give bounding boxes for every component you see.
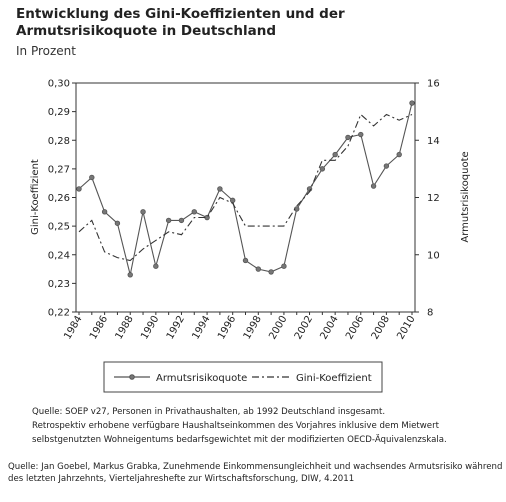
data-point-armutsrisikoquote — [332, 151, 338, 158]
data-point-armutsrisikoquote — [101, 209, 108, 215]
note-line-source: Quelle: SOEP v27, Personen in Privathaus… — [32, 407, 386, 417]
series-line-gini — [78, 113, 413, 262]
chart-notes: Quelle: SOEP v27, Personen in Privathaus… — [32, 405, 502, 447]
data-point-armutsrisikoquote — [217, 186, 223, 192]
chart-subtitle: In Prozent — [16, 44, 76, 58]
data-point-armutsrisikoquote — [229, 197, 236, 204]
x-axis: 1984 1986 1988 1990 1992 1994 1996 1998 2000 2002… — [62, 312, 418, 342]
left-tick-label: 0,28 — [48, 136, 70, 147]
legend: Armutsrisikoquote Gini-Koeffizient — [103, 361, 383, 393]
data-point-armutsrisikoquote — [191, 209, 197, 215]
x-tick-label: 1990 — [139, 314, 161, 342]
source-citation: Quelle: Jan Goebel, Markus Grabka, Zuneh… — [8, 462, 503, 484]
x-tick-label: 2006 — [344, 314, 366, 342]
x-tick-label: 1992 — [165, 314, 187, 342]
data-point-armutsrisikoquote — [127, 272, 133, 278]
left-tick-label: 0,25 — [48, 222, 70, 233]
data-point-armutsrisikoquote — [153, 263, 159, 269]
left-tick-label: 0,26 — [48, 193, 70, 204]
x-tick-label: 1994 — [190, 314, 212, 342]
data-point-armutsrisikoquote — [370, 183, 377, 189]
legend-label-gini: Gini-Koeffizient — [296, 373, 372, 384]
legend-label-armut: Armutsrisikoquote — [156, 373, 247, 384]
right-axis-label: Armutsrisikoquote — [460, 151, 471, 242]
left-tick-label: 0,29 — [48, 107, 70, 118]
x-tick-label: 1988 — [114, 314, 136, 342]
x-tick-label: 1998 — [242, 314, 264, 342]
left-axis: 0,22 0,23 0,24 0,25 0,26 0,27 0,28 0,29 0,30 — [48, 79, 76, 319]
series-layer — [76, 100, 415, 278]
data-point-armutsrisikoquote — [255, 266, 262, 272]
data-point-armutsrisikoquote — [358, 131, 364, 138]
x-tick-label: 2002 — [293, 314, 315, 342]
x-tick-label: 2010 — [395, 314, 417, 342]
left-tick-label: 0,27 — [48, 164, 70, 175]
data-point-armutsrisikoquote — [396, 151, 402, 158]
left-tick-label: 0,30 — [48, 79, 70, 90]
x-tick-label: 1996 — [216, 314, 238, 342]
data-point-armutsrisikoquote — [345, 134, 351, 141]
x-tick-label: 2008 — [370, 314, 392, 342]
x-tick-label: 2004 — [318, 314, 340, 342]
data-point-armutsrisikoquote — [409, 100, 415, 106]
data-point-armutsrisikoquote — [383, 163, 390, 169]
x-tick-label: 1986 — [88, 314, 110, 342]
chart-title: Entwicklung des Gini-Koeffizienten und d… — [16, 6, 345, 39]
right-tick-label: 8 — [427, 308, 433, 319]
legend-marker-armut — [129, 374, 135, 380]
right-tick-label: 16 — [427, 79, 440, 90]
note-line-method: Retrospektiv erhobene verfügbare Haushal… — [32, 421, 447, 445]
data-point-armutsrisikoquote — [178, 217, 185, 224]
x-tick-label: 2000 — [267, 314, 289, 342]
left-axis-label: Gini-Koeffizient — [30, 159, 41, 235]
left-tick-label: 0,23 — [48, 279, 70, 290]
data-point-armutsrisikoquote — [165, 217, 172, 224]
right-tick-label: 12 — [427, 193, 440, 204]
data-point-armutsrisikoquote — [319, 166, 326, 172]
data-point-armutsrisikoquote — [76, 186, 82, 192]
left-tick-label: 0,24 — [48, 250, 70, 261]
series-line-armutsrisikoquote — [78, 102, 413, 275]
chart-svg: 0,22 0,23 0,24 0,25 0,26 0,27 0,28 0,29 0,30 8 10… — [30, 79, 471, 393]
data-point-armutsrisikoquote — [140, 209, 146, 215]
right-tick-label: 14 — [427, 136, 440, 147]
left-tick-label: 0,22 — [48, 308, 70, 319]
data-point-armutsrisikoquote — [281, 263, 287, 269]
right-tick-label: 10 — [427, 250, 440, 261]
data-point-armutsrisikoquote — [89, 174, 95, 181]
right-axis: 8 10 12 14 16 — [415, 79, 440, 319]
data-point-armutsrisikoquote — [114, 220, 121, 226]
data-point-armutsrisikoquote — [242, 257, 249, 264]
data-point-armutsrisikoquote — [268, 269, 274, 275]
legend-box — [103, 361, 383, 393]
